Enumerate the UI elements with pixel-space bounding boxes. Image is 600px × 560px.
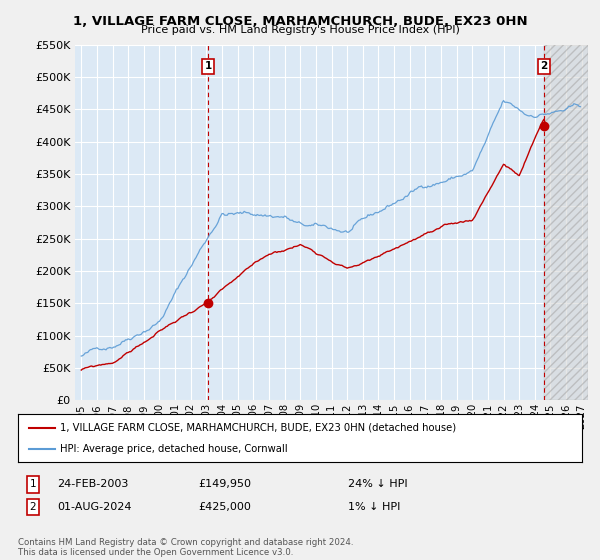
Text: 2: 2 [540,61,548,71]
Text: 01-AUG-2024: 01-AUG-2024 [57,502,131,512]
Text: 1% ↓ HPI: 1% ↓ HPI [348,502,400,512]
Text: £425,000: £425,000 [198,502,251,512]
Text: 24% ↓ HPI: 24% ↓ HPI [348,479,407,489]
Text: 24-FEB-2003: 24-FEB-2003 [57,479,128,489]
Text: 1: 1 [29,479,37,489]
Text: £149,950: £149,950 [198,479,251,489]
Text: HPI: Average price, detached house, Cornwall: HPI: Average price, detached house, Corn… [60,444,288,454]
Bar [544,45,588,400]
Text: Price paid vs. HM Land Registry's House Price Index (HPI): Price paid vs. HM Land Registry's House … [140,25,460,35]
Text: 1: 1 [205,61,212,71]
Text: Contains HM Land Registry data © Crown copyright and database right 2024.
This d: Contains HM Land Registry data © Crown c… [18,538,353,557]
Text: 1, VILLAGE FARM CLOSE, MARHAMCHURCH, BUDE, EX23 0HN (detached house): 1, VILLAGE FARM CLOSE, MARHAMCHURCH, BUD… [60,423,457,433]
Text: 2: 2 [29,502,37,512]
Text: 1, VILLAGE FARM CLOSE, MARHAMCHURCH, BUDE, EX23 0HN: 1, VILLAGE FARM CLOSE, MARHAMCHURCH, BUD… [73,15,527,27]
